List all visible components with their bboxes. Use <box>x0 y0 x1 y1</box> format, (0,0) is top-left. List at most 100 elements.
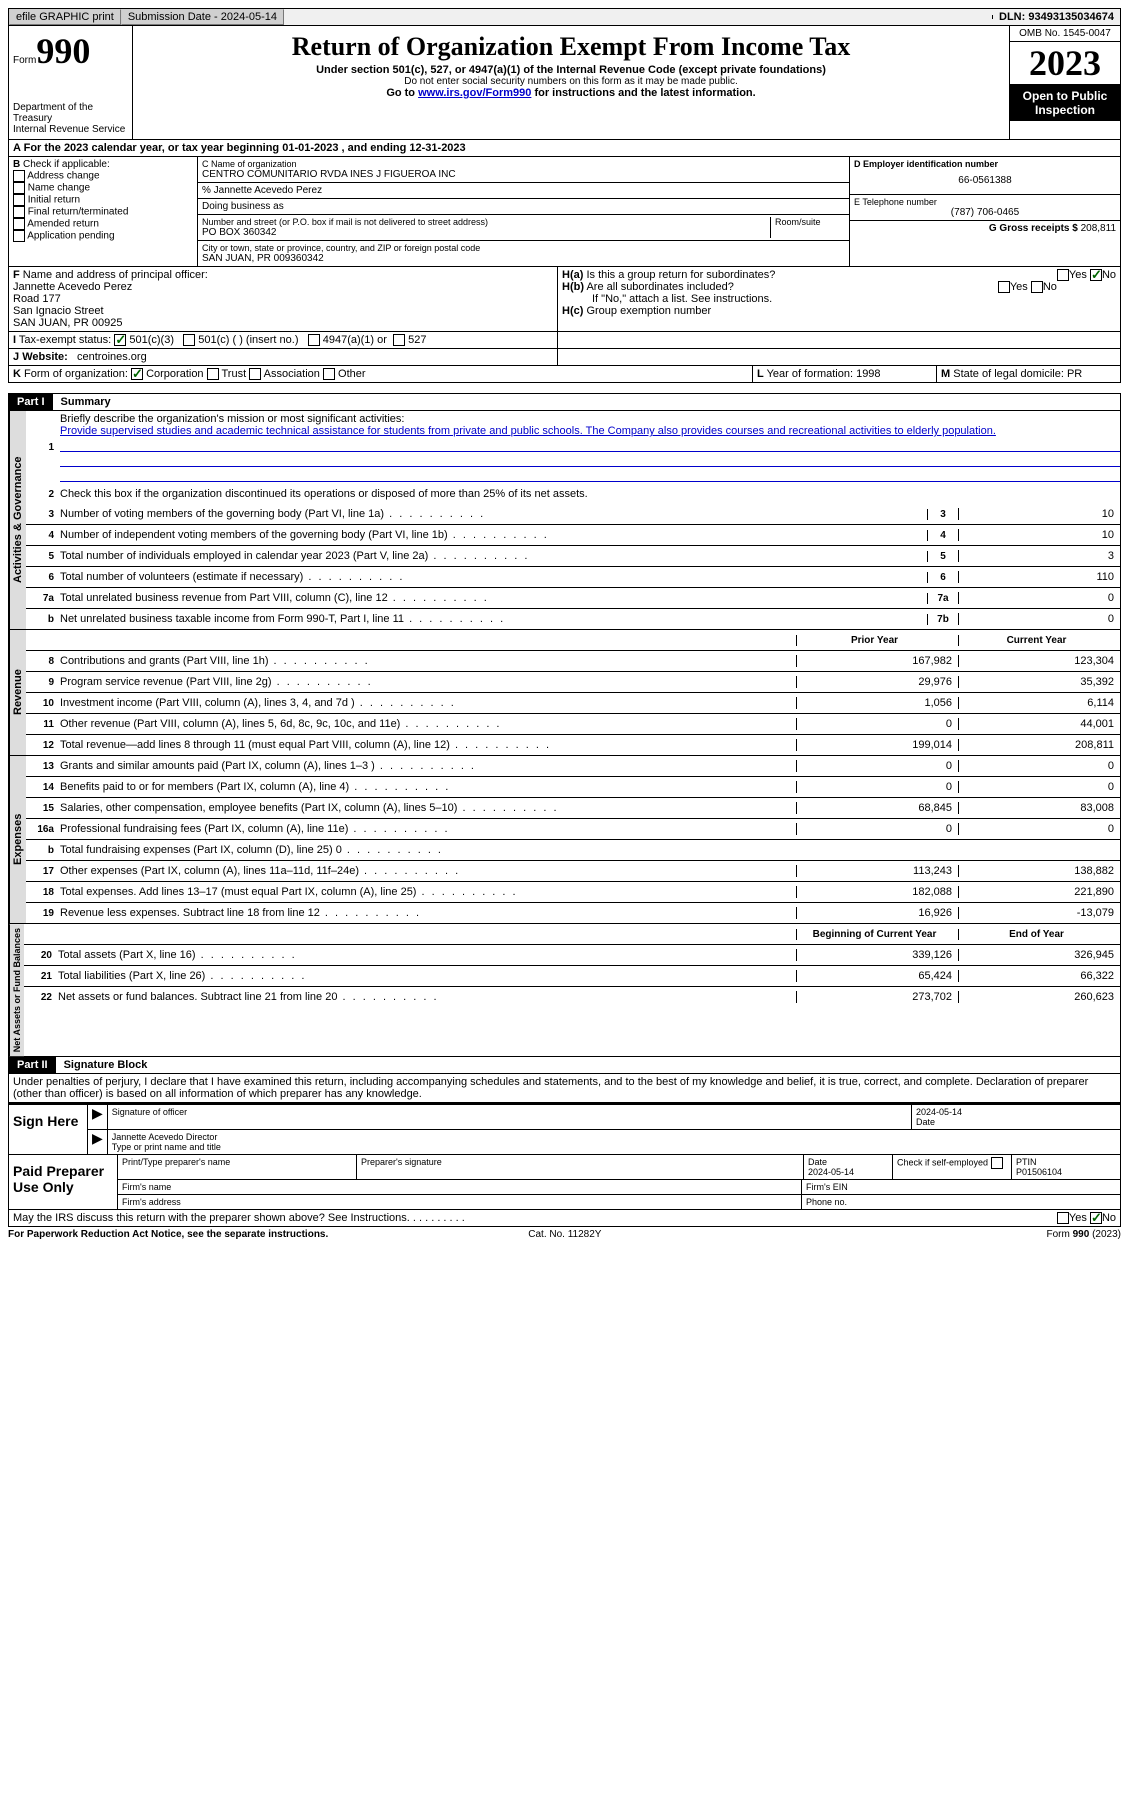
ha-no-checkbox[interactable] <box>1090 269 1102 281</box>
yes-label: Yes <box>1069 1212 1087 1224</box>
other-checkbox[interactable] <box>323 368 335 380</box>
hb-label: H(b) <box>562 281 584 293</box>
omb-number: OMB No. 1545-0047 <box>1010 26 1120 42</box>
form-number: 990 <box>36 31 90 71</box>
officer-label: Name and address of principal officer: <box>23 269 208 281</box>
dln: DLN: 93493135034674 <box>993 9 1120 25</box>
phone: (787) 706-0465 <box>854 207 1116 218</box>
irs-link[interactable]: www.irs.gov/Form990 <box>418 87 531 99</box>
form-header: Form990 Department of the Treasury Inter… <box>8 26 1121 140</box>
j-text: Website: <box>22 351 68 363</box>
officer-name: Jannette Acevedo Perez <box>13 281 132 293</box>
j-label: J <box>13 351 19 363</box>
form-title: Return of Organization Exempt From Incom… <box>137 32 1005 62</box>
ptin-label: PTIN <box>1016 1157 1037 1167</box>
ha-yes-checkbox[interactable] <box>1057 269 1069 281</box>
501c-checkbox[interactable] <box>183 334 195 346</box>
revenue-section: Revenue Prior Year Current Year 8 Contri… <box>8 630 1121 756</box>
section-j: J Website: centroines.org <box>8 349 1121 366</box>
l-label: L <box>757 368 764 380</box>
k-label: K <box>13 368 21 380</box>
org-name-label: C Name of organization <box>202 159 845 169</box>
summary-line: 15 Salaries, other compensation, employe… <box>26 798 1120 819</box>
part2-header-row: Part II Signature Block <box>8 1057 1121 1074</box>
501c3-checkbox[interactable] <box>114 334 126 346</box>
prep-name-label: Print/Type preparer's name <box>118 1155 357 1179</box>
527-checkbox[interactable] <box>393 334 405 346</box>
yes-label: Yes <box>1010 281 1028 293</box>
summary-line: 19 Revenue less expenses. Subtract line … <box>26 903 1120 923</box>
opt-corp: Corporation <box>146 368 203 380</box>
firm-name-label: Firm's name <box>118 1180 802 1194</box>
page-footer: For Paperwork Reduction Act Notice, see … <box>8 1227 1121 1240</box>
m-label: M <box>941 368 950 380</box>
paid-preparer-block: Paid Preparer Use Only Print/Type prepar… <box>8 1155 1121 1210</box>
opt-assoc: Association <box>264 368 320 380</box>
type-name-label: Type or print name and title <box>112 1142 221 1152</box>
app-pending-checkbox[interactable] <box>13 230 25 242</box>
boy-header: Beginning of Current Year <box>796 929 958 940</box>
opt-address: Address change <box>27 171 99 182</box>
sig-date-val: 2024-05-14 <box>916 1107 962 1117</box>
assoc-checkbox[interactable] <box>249 368 261 380</box>
opt-amended: Amended return <box>27 219 99 230</box>
prep-date-label: Date <box>808 1157 827 1167</box>
summary-line: b Net unrelated business taxable income … <box>26 609 1120 629</box>
perjury-statement: Under penalties of perjury, I declare th… <box>8 1074 1121 1103</box>
arrow-icon: ▶ <box>88 1130 108 1154</box>
discuss-line: May the IRS discuss this return with the… <box>8 1210 1121 1227</box>
sig-officer-label: Signature of officer <box>108 1105 912 1129</box>
amended-return-checkbox[interactable] <box>13 218 25 230</box>
officer-addr1: Road 177 <box>13 293 61 305</box>
part2-header: Part II <box>9 1057 56 1073</box>
opt-501c: 501(c) ( ) (insert no.) <box>198 334 298 346</box>
discuss-yes-checkbox[interactable] <box>1057 1212 1069 1224</box>
firm-phone-label: Phone no. <box>802 1195 1120 1209</box>
goto-post: for instructions and the latest informat… <box>531 87 755 99</box>
summary-line: 7a Total unrelated business revenue from… <box>26 588 1120 609</box>
paid-preparer-label: Paid Preparer Use Only <box>9 1155 118 1209</box>
hb-no-checkbox[interactable] <box>1031 281 1043 293</box>
prior-year-header: Prior Year <box>796 635 958 646</box>
i-label: I <box>13 334 16 346</box>
corp-checkbox[interactable] <box>131 368 143 380</box>
summary-line: 9 Program service revenue (Part VIII, li… <box>26 672 1120 693</box>
hb-text: Are all subordinates included? <box>586 281 733 293</box>
opt-trust: Trust <box>221 368 246 380</box>
summary-line: 14 Benefits paid to or for members (Part… <box>26 777 1120 798</box>
discuss-no-checkbox[interactable] <box>1090 1212 1102 1224</box>
summary-line: 6 Total number of volunteers (estimate i… <box>26 567 1120 588</box>
trust-checkbox[interactable] <box>207 368 219 380</box>
website: centroines.org <box>77 351 147 363</box>
opt-4947: 4947(a)(1) or <box>323 334 387 346</box>
final-return-checkbox[interactable] <box>13 206 25 218</box>
officer-addr3: SAN JUAN, PR 00925 <box>13 317 122 329</box>
section-klm: K Form of organization: Corporation Trus… <box>8 366 1121 383</box>
self-emp-checkbox[interactable] <box>991 1157 1003 1169</box>
opt-namechange: Name change <box>28 183 90 194</box>
ha-text: Is this a group return for subordinates? <box>586 269 775 281</box>
yes-label: Yes <box>1069 269 1087 281</box>
4947-checkbox[interactable] <box>308 334 320 346</box>
opt-final: Final return/terminated <box>28 207 129 218</box>
initial-return-checkbox[interactable] <box>13 194 25 206</box>
ptin-val: P01506104 <box>1016 1167 1062 1177</box>
efile-button[interactable]: efile GRAPHIC print <box>9 9 121 25</box>
gross-receipts: 208,811 <box>1081 223 1116 234</box>
form-version: Form 990 (2023) <box>1047 1229 1121 1240</box>
room-label: Room/suite <box>770 217 845 238</box>
hc-label: H(c) <box>562 305 583 317</box>
name-change-checkbox[interactable] <box>13 182 25 194</box>
sig-date-label: Date <box>916 1117 935 1127</box>
address-change-checkbox[interactable] <box>13 170 25 182</box>
net-assets-section: Net Assets or Fund Balances Beginning of… <box>8 924 1121 1057</box>
sign-here-block: Sign Here ▶ Signature of officer 2024-05… <box>8 1103 1121 1155</box>
irs-label: Internal Revenue Service <box>13 124 128 135</box>
l-text: Year of formation: 1998 <box>767 368 881 380</box>
check-applicable: Check if applicable: <box>23 159 110 170</box>
form-label: Form <box>13 55 36 66</box>
summary-line: 4 Number of independent voting members o… <box>26 525 1120 546</box>
expenses-section: Expenses 13 Grants and similar amounts p… <box>8 756 1121 924</box>
hb-yes-checkbox[interactable] <box>998 281 1010 293</box>
sections-bcd: B Check if applicable: Address change Na… <box>8 157 1121 267</box>
